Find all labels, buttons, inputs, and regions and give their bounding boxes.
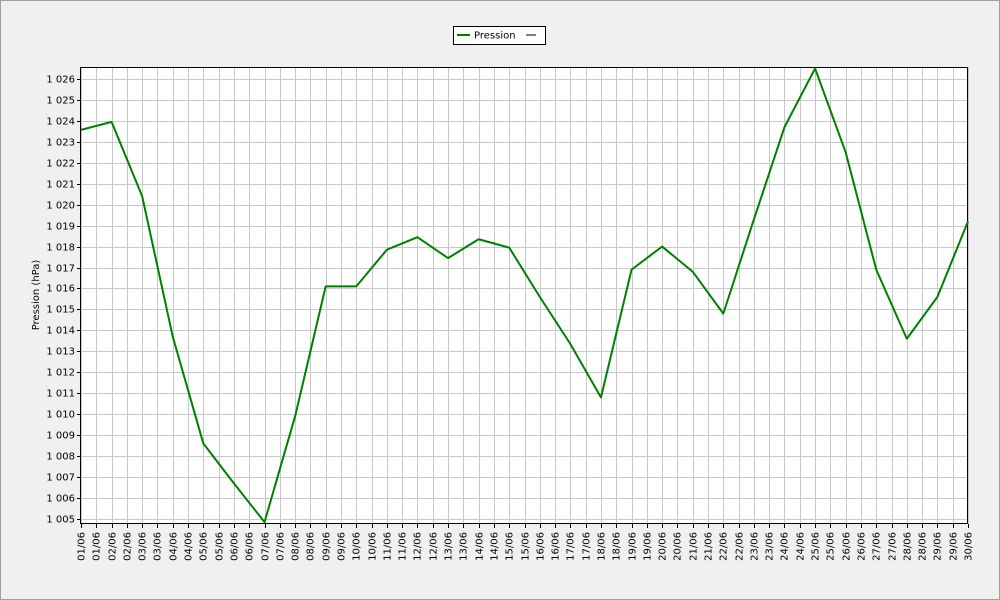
- x-tick-label: 19/06: [643, 532, 654, 561]
- x-tick-label: 03/06: [138, 532, 149, 561]
- x-tick-label: 08/06: [306, 532, 317, 561]
- x-tick-label: 12/06: [413, 532, 424, 561]
- x-tick-label: 13/06: [459, 532, 470, 561]
- x-tick-label: 19/06: [628, 532, 639, 561]
- x-tick-label: 14/06: [490, 532, 501, 561]
- x-tick-label: 25/06: [826, 532, 837, 561]
- x-tick-label: 18/06: [597, 532, 608, 561]
- x-tick-label: 15/06: [521, 532, 532, 561]
- x-tick-label: 06/06: [230, 532, 241, 561]
- x-tick-label: 21/06: [704, 532, 715, 561]
- y-tick-label: 1 008: [46, 452, 75, 463]
- x-tick-label: 23/06: [765, 532, 776, 561]
- plot-border: [80, 67, 968, 524]
- x-tick-label: 12/06: [429, 532, 440, 561]
- y-tick-label: 1 015: [46, 305, 75, 316]
- y-tick-label: 1 026: [46, 75, 75, 86]
- y-tick-label: 1 023: [46, 138, 75, 149]
- x-tick-label: 09/06: [337, 532, 348, 561]
- x-tick-label: 10/06: [352, 532, 363, 561]
- y-tick-label: 1 022: [46, 159, 75, 170]
- x-tick-label: 20/06: [658, 532, 669, 561]
- y-tick-label: 1 020: [46, 201, 75, 212]
- y-tick-label: 1 013: [46, 347, 75, 358]
- y-tick-label: 1 018: [46, 243, 75, 254]
- x-tick-label: 28/06: [918, 532, 929, 561]
- x-tick-label: 02/06: [123, 532, 134, 561]
- y-tick-label: 1 021: [46, 180, 75, 191]
- x-tick-label: 27/06: [872, 532, 883, 561]
- x-tick-label: 06/06: [245, 532, 256, 561]
- x-tick-label: 14/06: [475, 532, 486, 561]
- y-tick-label: 1 007: [46, 473, 75, 484]
- x-tick-label: 17/06: [582, 532, 593, 561]
- y-tick-label: 1 025: [46, 96, 75, 107]
- line-series: [80, 67, 969, 524]
- y-tick-label: 1 024: [46, 117, 75, 128]
- x-tick-label: 08/06: [291, 532, 302, 561]
- x-tick-label: 01/06: [92, 532, 103, 561]
- x-tick-label: 26/06: [842, 532, 853, 561]
- y-tick-label: 1 005: [46, 515, 75, 526]
- x-tick-label: 07/06: [261, 532, 272, 561]
- x-tick-label: 13/06: [444, 532, 455, 561]
- x-tick-label: 30/06: [964, 532, 975, 561]
- x-tick-label: 11/06: [383, 532, 394, 561]
- x-tick-label: 16/06: [536, 532, 547, 561]
- x-tick-label: 15/06: [505, 532, 516, 561]
- x-tick-label: 17/06: [566, 532, 577, 561]
- x-tick-label: 09/06: [322, 532, 333, 561]
- x-tick-label: 24/06: [796, 532, 807, 561]
- x-tick-label: 18/06: [612, 532, 623, 561]
- y-tick-label: 1 016: [46, 284, 75, 295]
- y-tick-label: 1 012: [46, 368, 75, 379]
- x-tick-label: 29/06: [933, 532, 944, 561]
- x-tick-label: 28/06: [903, 532, 914, 561]
- x-tick-label: 10/06: [368, 532, 379, 561]
- y-tick-label: 1 011: [46, 389, 75, 400]
- y-tick-label: 1 017: [46, 264, 75, 275]
- x-tick-label: 16/06: [551, 532, 562, 561]
- x-tick-label: 07/06: [276, 532, 287, 561]
- x-tick-label: 22/06: [735, 532, 746, 561]
- x-tick-label: 22/06: [719, 532, 730, 561]
- plot-area: [80, 67, 968, 524]
- x-tick-label: 01/06: [77, 532, 88, 561]
- x-tick-label: 20/06: [673, 532, 684, 561]
- y-axis-title: Pression (hPa): [31, 260, 42, 331]
- y-tick-label: 1 019: [46, 222, 75, 233]
- y-tick-label: 1 014: [46, 326, 75, 337]
- x-tick-label: 26/06: [857, 532, 868, 561]
- x-tick-label: 11/06: [398, 532, 409, 561]
- x-tick-label: 24/06: [780, 532, 791, 561]
- x-tick-label: 23/06: [750, 532, 761, 561]
- x-tick-label: 05/06: [215, 532, 226, 561]
- x-tick-label: 04/06: [169, 532, 180, 561]
- y-tick-label: 1 010: [46, 410, 75, 421]
- y-tick-label: 1 006: [46, 494, 75, 505]
- x-tick-label: 29/06: [949, 532, 960, 561]
- legend-label: Pression: [474, 31, 516, 42]
- x-tick-label: 03/06: [153, 532, 164, 561]
- x-tick-label: 21/06: [689, 532, 700, 561]
- x-tick-label: 25/06: [811, 532, 822, 561]
- legend-box: [453, 26, 546, 45]
- x-tick-label: 02/06: [108, 532, 119, 561]
- x-tick-label: 04/06: [184, 532, 195, 561]
- x-tick-label: 05/06: [199, 532, 210, 561]
- legend: Pression: [453, 26, 546, 45]
- x-tick-label: 27/06: [888, 532, 899, 561]
- y-tick-label: 1 009: [46, 431, 75, 442]
